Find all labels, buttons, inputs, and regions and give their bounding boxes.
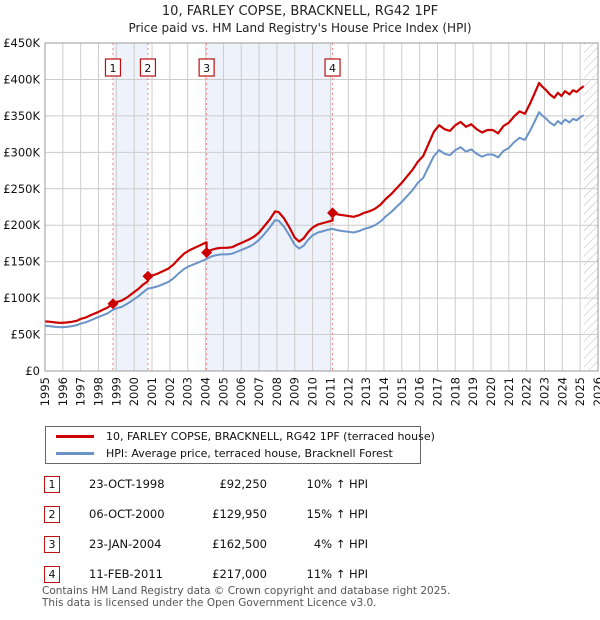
x-axis-label: 2025 — [573, 377, 587, 406]
x-axis-label: 2011 — [323, 377, 337, 406]
sale-marker — [327, 207, 339, 219]
y-axis-label: £0 — [25, 364, 40, 378]
plot-border — [44, 42, 599, 372]
sale-date: 06-OCT-2000 — [89, 507, 165, 521]
x-axis-label: 2002 — [163, 377, 177, 406]
page-subtitle: Price paid vs. HM Land Registry's House … — [128, 21, 472, 35]
x-axis-label: 2022 — [520, 377, 534, 406]
sale-number-badge: 4 — [44, 566, 60, 583]
hpi-line — [44, 111, 585, 329]
sale-vs-hpi: 15% ↑ HPI — [306, 507, 368, 521]
x-axis-label: 2017 — [430, 377, 444, 406]
price-paid-line-swatch — [56, 435, 94, 438]
x-axis-label: 2020 — [484, 377, 498, 406]
no-data-region — [583, 43, 598, 371]
x-axis-label: 1998 — [92, 377, 106, 406]
x-axis-label: 2013 — [359, 377, 373, 406]
x-axis-label: 2009 — [288, 377, 302, 406]
sale-marker — [201, 247, 213, 259]
sale-marker — [107, 298, 119, 310]
sale-number-box — [324, 58, 341, 77]
sale-date: 23-OCT-1998 — [89, 477, 165, 491]
sale-price: £129,950 — [212, 507, 267, 521]
ownership-band — [206, 43, 333, 371]
sale-vs-hpi: 11% ↑ HPI — [306, 567, 368, 581]
page-title: 10, FARLEY COPSE, BRACKNELL, RG42 1PF — [161, 4, 439, 19]
sale-number-box — [139, 58, 157, 77]
table-row: 3 23-JAN-2004 £162,500 4% ↑ HPI — [0, 536, 600, 554]
x-axis-label: 2019 — [466, 377, 480, 406]
x-axis-label: 2007 — [252, 377, 266, 406]
y-axis-label: £250K — [3, 182, 40, 196]
x-axis-label: 2012 — [341, 377, 355, 406]
price_paid-line — [44, 81, 585, 324]
x-axis-label: 1995 — [38, 377, 52, 406]
sale-marker — [142, 270, 154, 282]
table-row: 2 06-OCT-2000 £129,950 15% ↑ HPI — [0, 506, 600, 524]
y-axis-label: £50K — [11, 328, 41, 342]
x-axis-label: 2018 — [448, 377, 462, 406]
x-axis-label: 2023 — [537, 377, 551, 406]
license-line-2: This data is licensed under the Open Gov… — [42, 596, 377, 609]
sale-price: £162,500 — [212, 537, 267, 551]
y-axis-label: £200K — [3, 218, 40, 232]
table-row: 1 23-OCT-1998 £92,250 10% ↑ HPI — [0, 476, 600, 494]
y-axis-label: £150K — [3, 255, 40, 269]
y-axis-label: £450K — [3, 36, 40, 50]
sale-vs-hpi: 4% ↑ HPI — [313, 537, 368, 551]
legend: 10, FARLEY COPSE, BRACKNELL, RG42 1PF (t… — [45, 426, 435, 464]
sale-number-text: 3 — [203, 62, 210, 75]
x-axis-label: 2021 — [502, 377, 516, 406]
ownership-band — [112, 43, 148, 371]
sale-number-text: 2 — [144, 62, 151, 75]
x-axis-label: 2003 — [181, 377, 195, 406]
legend-label: HPI: Average price, terraced house, Brac… — [106, 447, 393, 460]
license-line-1: Contains HM Land Registry data © Crown c… — [42, 585, 451, 597]
sale-number-text: 1 — [109, 62, 116, 75]
x-axis-label: 2005 — [216, 377, 230, 406]
sale-vs-hpi: 10% ↑ HPI — [306, 477, 368, 491]
y-axis-label: £300K — [3, 145, 40, 159]
sale-number-box — [104, 58, 122, 77]
x-axis-label: 1999 — [109, 377, 123, 406]
x-axis-label: 2026 — [591, 377, 600, 406]
sale-number-box — [198, 58, 215, 77]
x-axis-label: 1996 — [56, 377, 70, 406]
x-axis-label: 2014 — [377, 377, 391, 406]
sale-number-text: 4 — [329, 62, 336, 75]
hpi-line-swatch — [56, 452, 94, 455]
x-axis-label: 2000 — [127, 377, 141, 406]
legend-item-price-paid: 10, FARLEY COPSE, BRACKNELL, RG42 1PF (t… — [46, 428, 435, 445]
table-row: 4 11-FEB-2011 £217,000 11% ↑ HPI — [0, 566, 600, 584]
x-axis-label: 2016 — [413, 377, 427, 406]
sale-number-badge: 1 — [44, 476, 60, 493]
x-axis-label: 2008 — [270, 377, 284, 406]
sale-number-badge: 3 — [44, 536, 60, 553]
x-axis-label: 2015 — [395, 377, 409, 406]
x-axis-label: 2001 — [145, 377, 159, 406]
x-axis-label: 2006 — [234, 377, 248, 406]
y-axis-label: £350K — [3, 109, 40, 123]
y-axis-label: £400K — [3, 72, 40, 86]
sale-price: £92,250 — [219, 477, 267, 491]
x-axis-label: 2004 — [199, 377, 213, 406]
y-axis-label: £100K — [3, 291, 40, 305]
sale-date: 11-FEB-2011 — [89, 567, 163, 581]
license-note: Contains HM Land Registry data © Crown c… — [42, 585, 598, 609]
legend-label: 10, FARLEY COPSE, BRACKNELL, RG42 1PF (t… — [106, 430, 435, 443]
price-history-chart: 1 2 3 4 £0 £50K £100K £150K £200K £250K £300K £350K… — [3, 36, 600, 406]
sale-number-badge: 2 — [44, 506, 60, 523]
x-axis-label: 2010 — [306, 377, 320, 406]
sale-date: 23-JAN-2004 — [89, 537, 162, 551]
legend-item-hpi: HPI: Average price, terraced house, Brac… — [46, 445, 420, 462]
x-axis-label: 2024 — [555, 377, 569, 406]
x-axis-label: 1997 — [74, 377, 88, 406]
sale-price: £217,000 — [212, 567, 267, 581]
